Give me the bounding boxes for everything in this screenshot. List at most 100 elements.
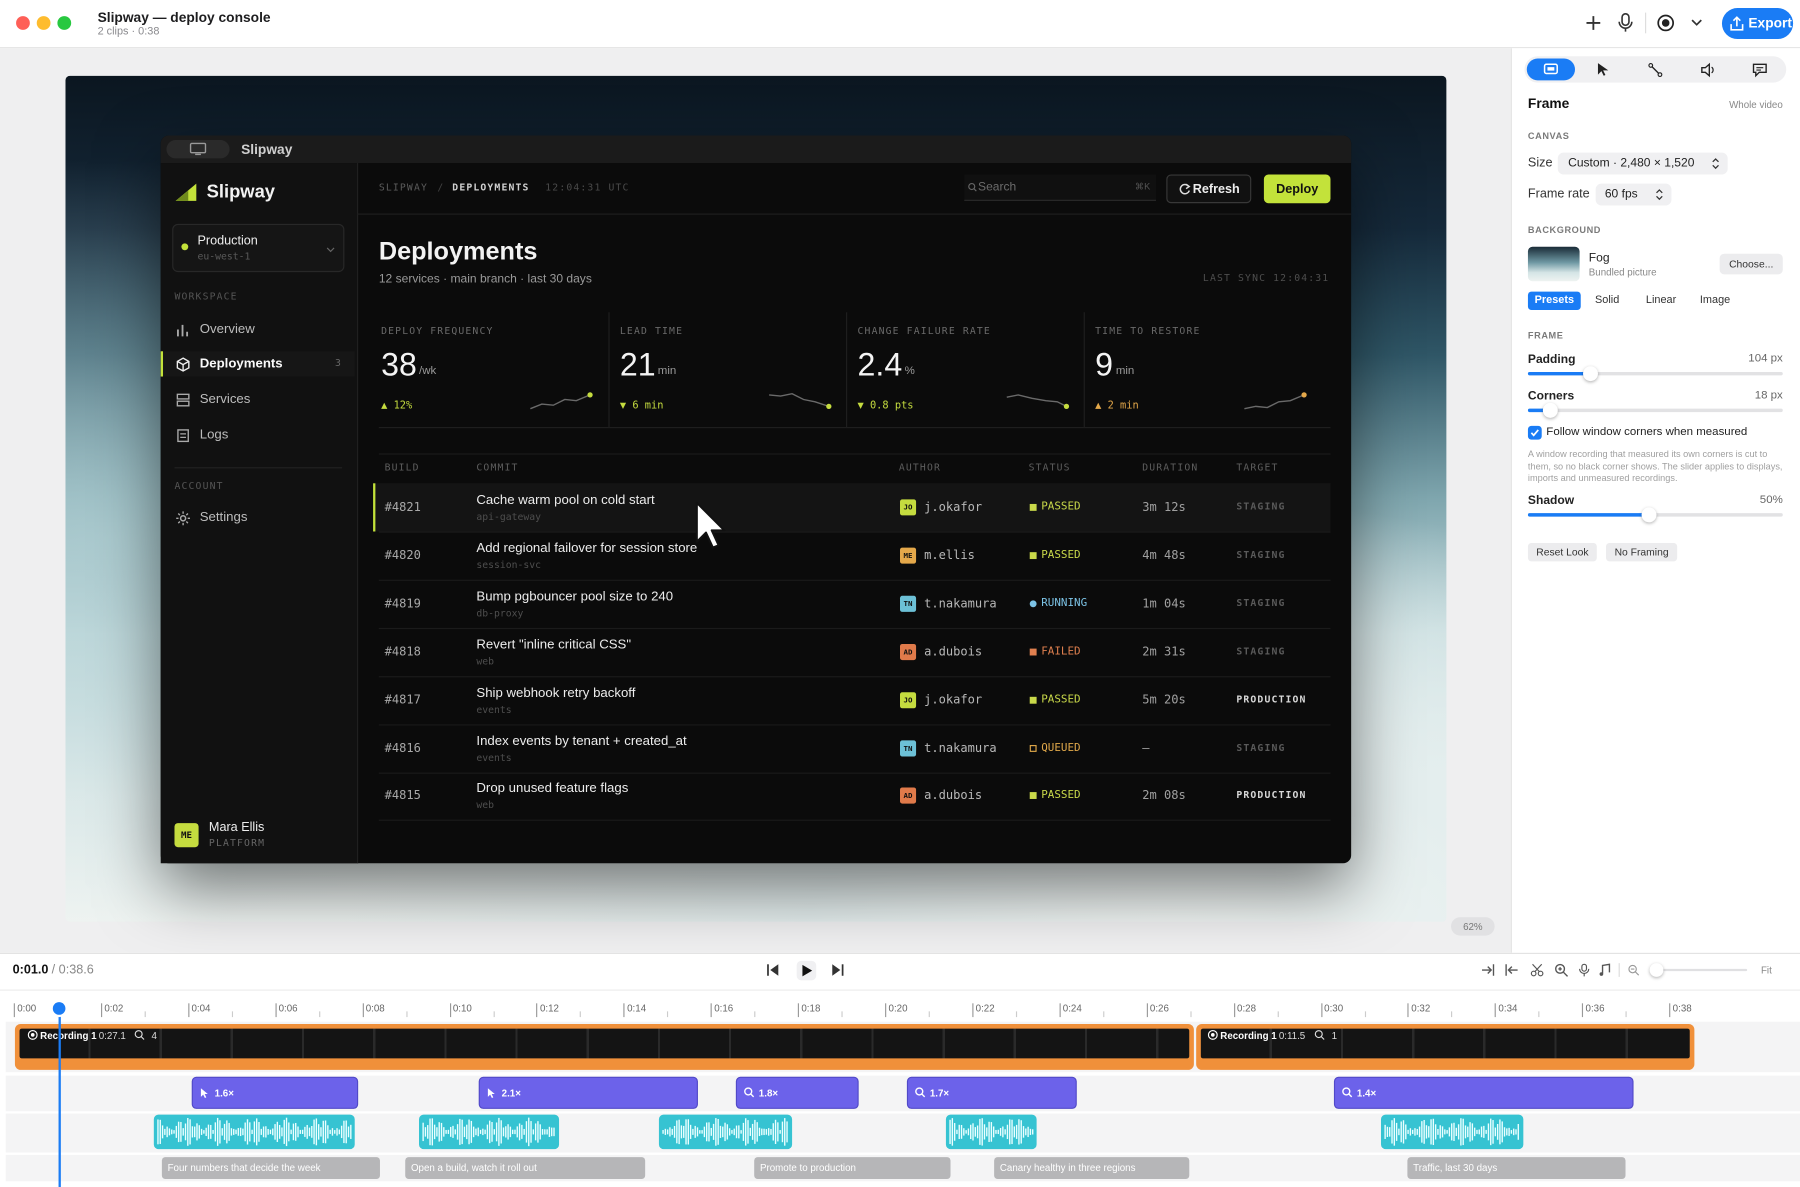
timeline-tool[interactable]	[1505, 963, 1519, 977]
ruler-tick	[1146, 1003, 1148, 1018]
nav-item[interactable]: Deployments	[199, 357, 283, 371]
deploy-button[interactable]	[1263, 174, 1331, 204]
caption-clip[interactable]	[405, 1157, 646, 1179]
icon-part	[454, 1129, 456, 1135]
zoom-effect[interactable]	[191, 1076, 359, 1109]
caption-clip[interactable]	[1407, 1157, 1626, 1179]
icon-part	[230, 1128, 233, 1136]
icon-part	[1691, 19, 1702, 26]
zoom-knob[interactable]	[1649, 963, 1664, 977]
icon-part	[986, 1127, 988, 1137]
chevron-icon[interactable]	[1691, 18, 1702, 27]
console-titlebar	[160, 135, 1352, 164]
look-button-label[interactable]: No Framing	[1614, 546, 1669, 558]
caption-clip[interactable]	[994, 1157, 1190, 1179]
timeline-tool[interactable]	[1481, 963, 1495, 977]
add-icon[interactable]	[1584, 14, 1602, 32]
export-label[interactable]: Export	[1748, 14, 1792, 31]
author-initials: AD	[903, 647, 913, 657]
mic-icon[interactable]	[1616, 12, 1634, 34]
choose-label[interactable]: Choose...	[1729, 258, 1774, 270]
commit-message[interactable]: Bump pgbouncer pool size to 240	[476, 589, 674, 604]
zoom-effect[interactable]	[906, 1076, 1077, 1109]
checkbox-label[interactable]: Follow window corners when measured	[1546, 425, 1748, 439]
icon-part	[255, 1118, 258, 1146]
inspector-tab-icon[interactable]	[1543, 62, 1559, 77]
traffic-light[interactable]	[57, 16, 72, 30]
nav-item[interactable]: Logs	[199, 428, 229, 442]
icon-part	[997, 1129, 999, 1135]
build-id[interactable]: #4819	[384, 596, 421, 611]
size-dropdown[interactable]	[1557, 152, 1728, 175]
icon-part	[477, 1127, 479, 1137]
deploy-label[interactable]: Deploy	[1276, 182, 1319, 197]
look-button[interactable]	[1527, 542, 1597, 562]
search-box[interactable]	[964, 174, 1156, 201]
choose-button[interactable]	[1719, 253, 1783, 275]
caption-clip[interactable]	[754, 1157, 951, 1179]
zoom-effect[interactable]	[478, 1076, 698, 1109]
zoom-effect[interactable]	[735, 1076, 859, 1109]
commit-message[interactable]: Drop unused feature flags	[476, 782, 629, 796]
nav-item[interactable]: Overview	[199, 322, 255, 337]
environment-switcher[interactable]	[172, 223, 345, 273]
build-id[interactable]: #4820	[384, 548, 421, 563]
look-button-label[interactable]: Reset Look	[1536, 546, 1589, 558]
caption-clip[interactable]	[161, 1157, 380, 1179]
background-tab[interactable]: Linear	[1645, 293, 1677, 307]
icon-part	[712, 1123, 715, 1140]
commit-message[interactable]: Ship webhook retry backoff	[476, 686, 636, 700]
ruler-label: 0:00	[17, 1002, 37, 1014]
export-button[interactable]	[1721, 8, 1794, 40]
background-tab[interactable]: Solid	[1595, 293, 1620, 307]
slider-knob[interactable]	[1542, 402, 1558, 418]
build-id[interactable]: #4816	[384, 741, 421, 755]
export-icon	[1730, 16, 1744, 31]
record-icon[interactable]	[1657, 14, 1675, 32]
commit-message[interactable]: Revert "inline critical CSS"	[476, 637, 632, 652]
icon-part	[176, 400, 190, 407]
build-id[interactable]: #4818	[384, 644, 421, 659]
nav-item[interactable]: Settings	[199, 510, 248, 525]
icon-part	[304, 1126, 306, 1137]
icon-part	[553, 1127, 555, 1137]
traffic-light[interactable]	[16, 16, 30, 30]
nav-item[interactable]: Services	[199, 392, 251, 407]
build-id[interactable]: #4821	[384, 500, 421, 515]
icon-part	[750, 1093, 755, 1098]
icon-part	[1517, 1123, 1519, 1140]
commit-message[interactable]: Add regional failover for session store	[476, 541, 698, 556]
inspector-tab-icon[interactable]	[1700, 62, 1716, 78]
icon-part	[334, 1130, 336, 1134]
inspector-tab-icon[interactable]	[1595, 62, 1611, 77]
icon-part	[1530, 429, 1539, 437]
zoom-effect[interactable]	[1333, 1076, 1634, 1109]
background-thumbnail[interactable]	[1527, 246, 1580, 282]
skip-forward[interactable]	[831, 963, 845, 977]
build-id[interactable]: #4817	[384, 692, 421, 707]
background-tab-selected[interactable]	[1527, 291, 1581, 310]
timeline-tool[interactable]	[1598, 963, 1612, 977]
commit-message[interactable]: Cache warm pool on cold start	[476, 493, 655, 508]
background-tab[interactable]: Image	[1699, 293, 1731, 307]
icon-part	[974, 1127, 976, 1137]
look-button[interactable]	[1605, 542, 1678, 562]
inspector-tab-icon[interactable]	[1752, 62, 1768, 78]
slider-knob[interactable]	[1583, 366, 1598, 382]
timeline-tool[interactable]	[1577, 963, 1591, 977]
timeline-tool[interactable]	[1530, 963, 1544, 977]
refresh-label[interactable]: Refresh	[1192, 182, 1240, 197]
skip-back[interactable]	[766, 963, 780, 977]
background-tab[interactable]: Presets	[1534, 293, 1575, 307]
commit-message[interactable]: Index events by tenant + created_at	[476, 734, 687, 748]
icon-part	[770, 964, 779, 976]
inspector-tab-icon[interactable]	[1647, 62, 1663, 78]
traffic-light[interactable]	[36, 16, 51, 30]
build-id[interactable]: #4815	[384, 789, 421, 803]
playhead-knob[interactable]	[52, 1002, 66, 1015]
slider-knob[interactable]	[1641, 507, 1657, 523]
timeline-tool[interactable]	[1554, 963, 1569, 977]
fit-label[interactable]: Fit	[1760, 964, 1772, 976]
frame-rate-dropdown[interactable]	[1595, 183, 1672, 206]
icon-part	[1648, 63, 1654, 68]
